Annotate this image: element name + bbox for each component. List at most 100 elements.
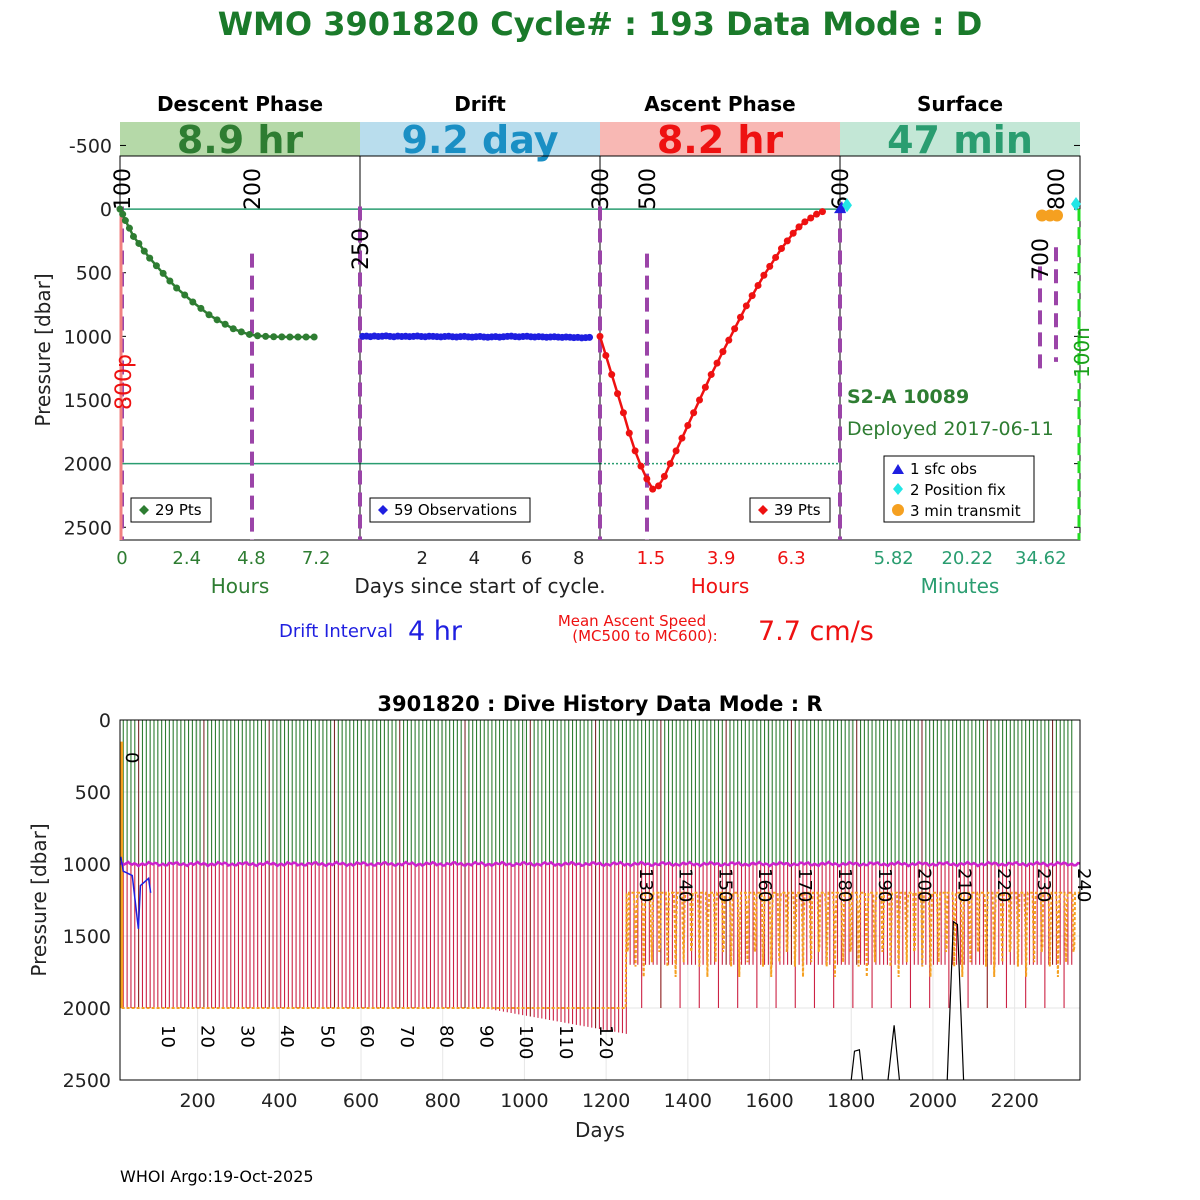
cycle-number-label: 210 — [954, 868, 975, 902]
x-tick-label: 20.22 — [941, 548, 993, 569]
ascent-point — [754, 281, 762, 289]
cycle-number-label: 10 — [157, 1025, 178, 1048]
y-tick-label: 500 — [75, 782, 111, 804]
descent-point — [294, 333, 302, 341]
descent-point — [302, 333, 310, 341]
history-title: 3901820 : Dive History Data Mode : R — [377, 692, 822, 716]
descent-point — [237, 328, 245, 336]
descent-point — [262, 332, 270, 340]
descent-point — [181, 291, 189, 299]
y-tick-label: 2000 — [63, 998, 111, 1020]
x-tick-label: 7.2 — [302, 548, 331, 569]
cycle-number-label: 80 — [436, 1025, 457, 1048]
footer-credit: WHOI Argo:19-Oct-2025 — [120, 1167, 314, 1186]
cycle-number-label: 230 — [1033, 868, 1054, 902]
phase-header-bar — [120, 122, 360, 156]
x-tick-label: 1400 — [664, 1090, 712, 1112]
cycle-number-label: 130 — [635, 868, 656, 902]
descent-point — [221, 320, 229, 328]
y-tick-label: 2000 — [64, 454, 112, 476]
history-y-label: Pressure [dbar] — [27, 823, 51, 976]
mission-code-label: 700 — [1029, 238, 1054, 280]
ascent-point — [725, 336, 733, 344]
x-tick-label: 1600 — [745, 1090, 793, 1112]
cycle-number-label: 190 — [874, 868, 895, 902]
y-tick-label: 2500 — [64, 517, 112, 539]
descent-legend-marker — [139, 505, 149, 515]
deployment-date: Deployed 2017-06-11 — [847, 418, 1054, 440]
descent-point — [173, 284, 181, 292]
descent-point — [159, 269, 167, 277]
y-tick-label: 1500 — [64, 390, 112, 412]
descent-point — [121, 217, 129, 225]
cycle-number-label: 30 — [237, 1025, 258, 1048]
y-tick-label: -500 — [69, 135, 112, 157]
descent-point — [125, 224, 133, 232]
x-tick-label: 1000 — [500, 1090, 548, 1112]
phase-duration: 8.2 hr — [657, 118, 784, 162]
ascent-speed-value: 7.7 cm/s — [758, 616, 874, 647]
float-model: S2-A 10089 — [847, 386, 969, 408]
phase-duration: 47 min — [887, 118, 1033, 162]
descent-point — [129, 232, 137, 240]
phase-name: Surface — [917, 92, 1003, 116]
drift-legend-label: 59 Observations — [394, 501, 517, 519]
cycle-number-label: 200 — [914, 868, 935, 902]
x-tick-label: 2000 — [909, 1090, 957, 1112]
descent-point — [140, 247, 148, 255]
ascent-point — [795, 223, 803, 231]
cycle-number-label: 220 — [993, 868, 1014, 902]
y-tick-label: 0 — [100, 199, 112, 221]
cycle-number-label: 170 — [794, 868, 815, 902]
ascent-point — [807, 214, 815, 222]
history-frame — [119, 719, 1081, 1081]
ascent-point — [736, 313, 744, 321]
x-tick-label: 600 — [343, 1090, 379, 1112]
x-tick-label: 2 — [416, 548, 427, 569]
cycle-number-label: 100 — [515, 1025, 536, 1059]
history-x-label: Days — [575, 1118, 625, 1142]
ascent-legend-label: 39 Pts — [774, 501, 821, 519]
cycle-number-label: 180 — [834, 868, 855, 902]
ascent-point — [637, 462, 645, 470]
ascent-point — [631, 447, 639, 455]
ascent-point — [742, 302, 750, 310]
ascent-point — [772, 253, 780, 261]
drift-interval-label: Drift Interval — [279, 621, 393, 642]
phase-header-bar — [360, 122, 600, 156]
ascent-point — [760, 271, 768, 279]
ascent-speed-label: Mean Ascent Speed — [558, 612, 706, 630]
mission-code-label: 500 — [636, 168, 661, 210]
drift-legend-box — [369, 497, 531, 523]
ascent-point — [766, 262, 774, 270]
x-tick-label: 3.9 — [707, 548, 736, 569]
y-tick-label: 1000 — [64, 326, 112, 348]
ascent-point — [731, 325, 739, 333]
early-drift-excursion — [120, 856, 152, 929]
cycle-number-label: 160 — [754, 868, 775, 902]
x-tick-label: 4 — [469, 548, 480, 569]
cycle-number-label: 120 — [595, 1025, 616, 1059]
mission-code-label: 200 — [241, 168, 266, 210]
ascent-point — [719, 348, 727, 356]
cycle-number-label: 70 — [396, 1025, 417, 1048]
transmit-marker — [1051, 209, 1063, 222]
descent-point — [135, 239, 143, 247]
descent-point — [310, 333, 318, 341]
x-tick-label: 1.5 — [637, 548, 666, 569]
cycle-number-label: 60 — [356, 1025, 377, 1048]
cycle-number-label: 150 — [715, 868, 736, 902]
descent-legend-label: 29 Pts — [155, 501, 202, 519]
ascent-point — [672, 447, 680, 455]
descent-point — [286, 333, 294, 341]
y-tick-label: 500 — [76, 263, 112, 285]
x-tick-label: 800 — [425, 1090, 461, 1112]
ascent-point — [608, 371, 616, 379]
descent-point — [146, 254, 154, 262]
red-code-label: 800p — [112, 354, 137, 410]
surface-legend-label: 3 min transmit — [910, 502, 1021, 520]
ascent-point — [614, 390, 622, 398]
x-tick-label: 2.4 — [172, 548, 201, 569]
x-tick-label: 1800 — [827, 1090, 875, 1112]
